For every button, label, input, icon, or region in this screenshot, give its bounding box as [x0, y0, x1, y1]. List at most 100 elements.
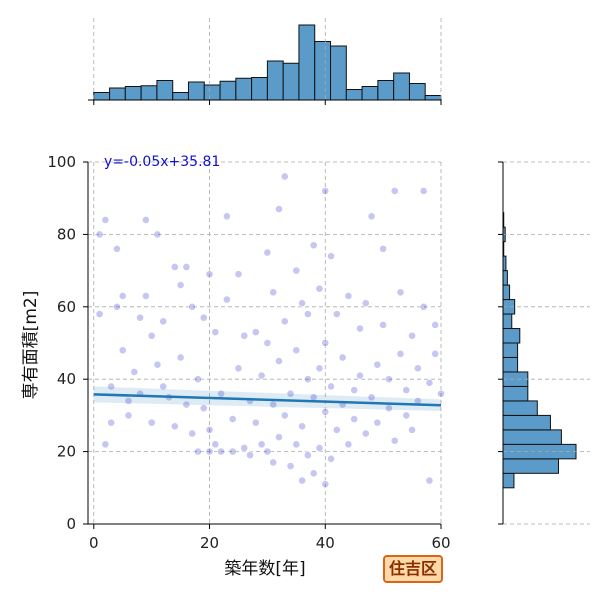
y-marginal-axis	[498, 161, 590, 525]
scatter-point	[327, 382, 335, 391]
scatter-point	[257, 371, 266, 380]
scatter-point	[107, 418, 116, 427]
scatter-point	[280, 411, 289, 420]
scatter-point	[199, 313, 208, 322]
x-hist-bar	[172, 92, 189, 101]
scatter-point	[304, 451, 312, 460]
x-tick-label: 40	[316, 534, 335, 552]
scatter-point	[379, 320, 388, 329]
scatter-point	[240, 331, 249, 340]
x-hist-bar	[219, 80, 237, 101]
x-hist-bar	[109, 87, 126, 101]
scatter-point	[263, 339, 272, 347]
y-hist-bar	[502, 313, 513, 330]
scatter-point	[199, 404, 208, 413]
x-hist-bar	[393, 72, 410, 101]
scatter-point	[419, 302, 428, 311]
scatter-point	[170, 263, 179, 271]
scatter-point	[309, 469, 318, 478]
scatter-point	[298, 422, 307, 431]
x-hist-bar	[187, 81, 205, 101]
scatter-point	[136, 313, 144, 322]
scatter-point	[396, 349, 405, 358]
scatter-point	[396, 288, 405, 297]
scatter-point	[159, 317, 168, 326]
x-hist-bar	[424, 95, 442, 101]
scatter-point	[413, 364, 422, 373]
scatter-point	[147, 418, 156, 427]
scatter-point	[263, 447, 272, 456]
y-tick-label: 100	[47, 153, 76, 171]
scatter-point	[95, 230, 104, 239]
scatter-point	[159, 382, 168, 391]
x-hist-bar	[140, 85, 158, 101]
x-hist-bar	[251, 77, 268, 101]
scatter-point	[321, 480, 330, 489]
scatter-point	[234, 364, 243, 373]
scatter-point	[269, 288, 278, 297]
y-hist-bar	[502, 429, 562, 445]
x-marginal-histogram	[93, 24, 442, 101]
scatter-point	[309, 241, 318, 250]
scatter-point	[304, 375, 312, 384]
scatter-point	[350, 415, 359, 423]
scatter-point	[251, 418, 260, 427]
scatter-point	[170, 422, 179, 431]
scatter-point	[211, 440, 220, 449]
scatter-point	[107, 382, 116, 391]
scatter-point	[298, 476, 307, 485]
x-axis-label: 築年数[年]	[224, 559, 305, 579]
y-axis-label: 専有面積[m2]	[21, 291, 41, 400]
scatter-point	[228, 447, 237, 456]
scatter-point	[350, 386, 359, 394]
x-marginal-axis	[88, 18, 442, 105]
scatter-point	[327, 252, 335, 261]
scatter-point	[292, 346, 301, 355]
scatter-point	[356, 371, 364, 380]
scatter-point	[344, 292, 353, 300]
scatter-point	[205, 425, 214, 434]
y-tick-label: 40	[57, 370, 76, 388]
scatter-point	[228, 415, 237, 423]
y-tick-label: 60	[57, 298, 76, 316]
y-hist-bar	[502, 356, 519, 373]
y-hist-bar	[502, 284, 511, 301]
scatter-point	[269, 458, 278, 467]
scatter-point	[257, 440, 266, 449]
scatter-point	[194, 375, 202, 384]
scatter-point	[292, 266, 301, 275]
scatter-point	[356, 324, 364, 333]
scatter-point	[321, 339, 330, 347]
y-marginal-histogram	[502, 212, 577, 489]
scatter-point	[141, 292, 150, 300]
scatter-point	[188, 302, 197, 311]
scatter-point	[408, 425, 416, 434]
scatter-point	[246, 451, 254, 460]
scatter-point	[280, 317, 289, 326]
scatter-point	[385, 375, 393, 384]
x-hist-bar	[93, 92, 111, 101]
x-hist-bar	[298, 24, 316, 101]
scatter-point	[425, 378, 434, 387]
scatter-point	[361, 299, 370, 308]
scatter-point	[194, 447, 202, 456]
scatter-point	[373, 360, 382, 369]
scatter-point	[101, 440, 110, 449]
scatter-point	[321, 187, 330, 195]
x-tick-label: 20	[200, 534, 219, 552]
main-grid	[88, 161, 442, 525]
scatter-point	[367, 212, 376, 221]
scatter-point	[275, 433, 283, 442]
x-hist-bar	[124, 86, 142, 101]
x-hist-bar	[156, 80, 174, 101]
scatter-point	[147, 331, 156, 340]
scatter-point	[205, 447, 214, 456]
scatter-point	[286, 389, 295, 398]
scatter-point	[402, 411, 411, 420]
scatter-point	[217, 447, 225, 456]
y-hist-bar	[502, 270, 508, 286]
scatter-point	[188, 429, 197, 438]
scatter-point	[327, 454, 335, 463]
x-hist-bar	[314, 41, 332, 101]
